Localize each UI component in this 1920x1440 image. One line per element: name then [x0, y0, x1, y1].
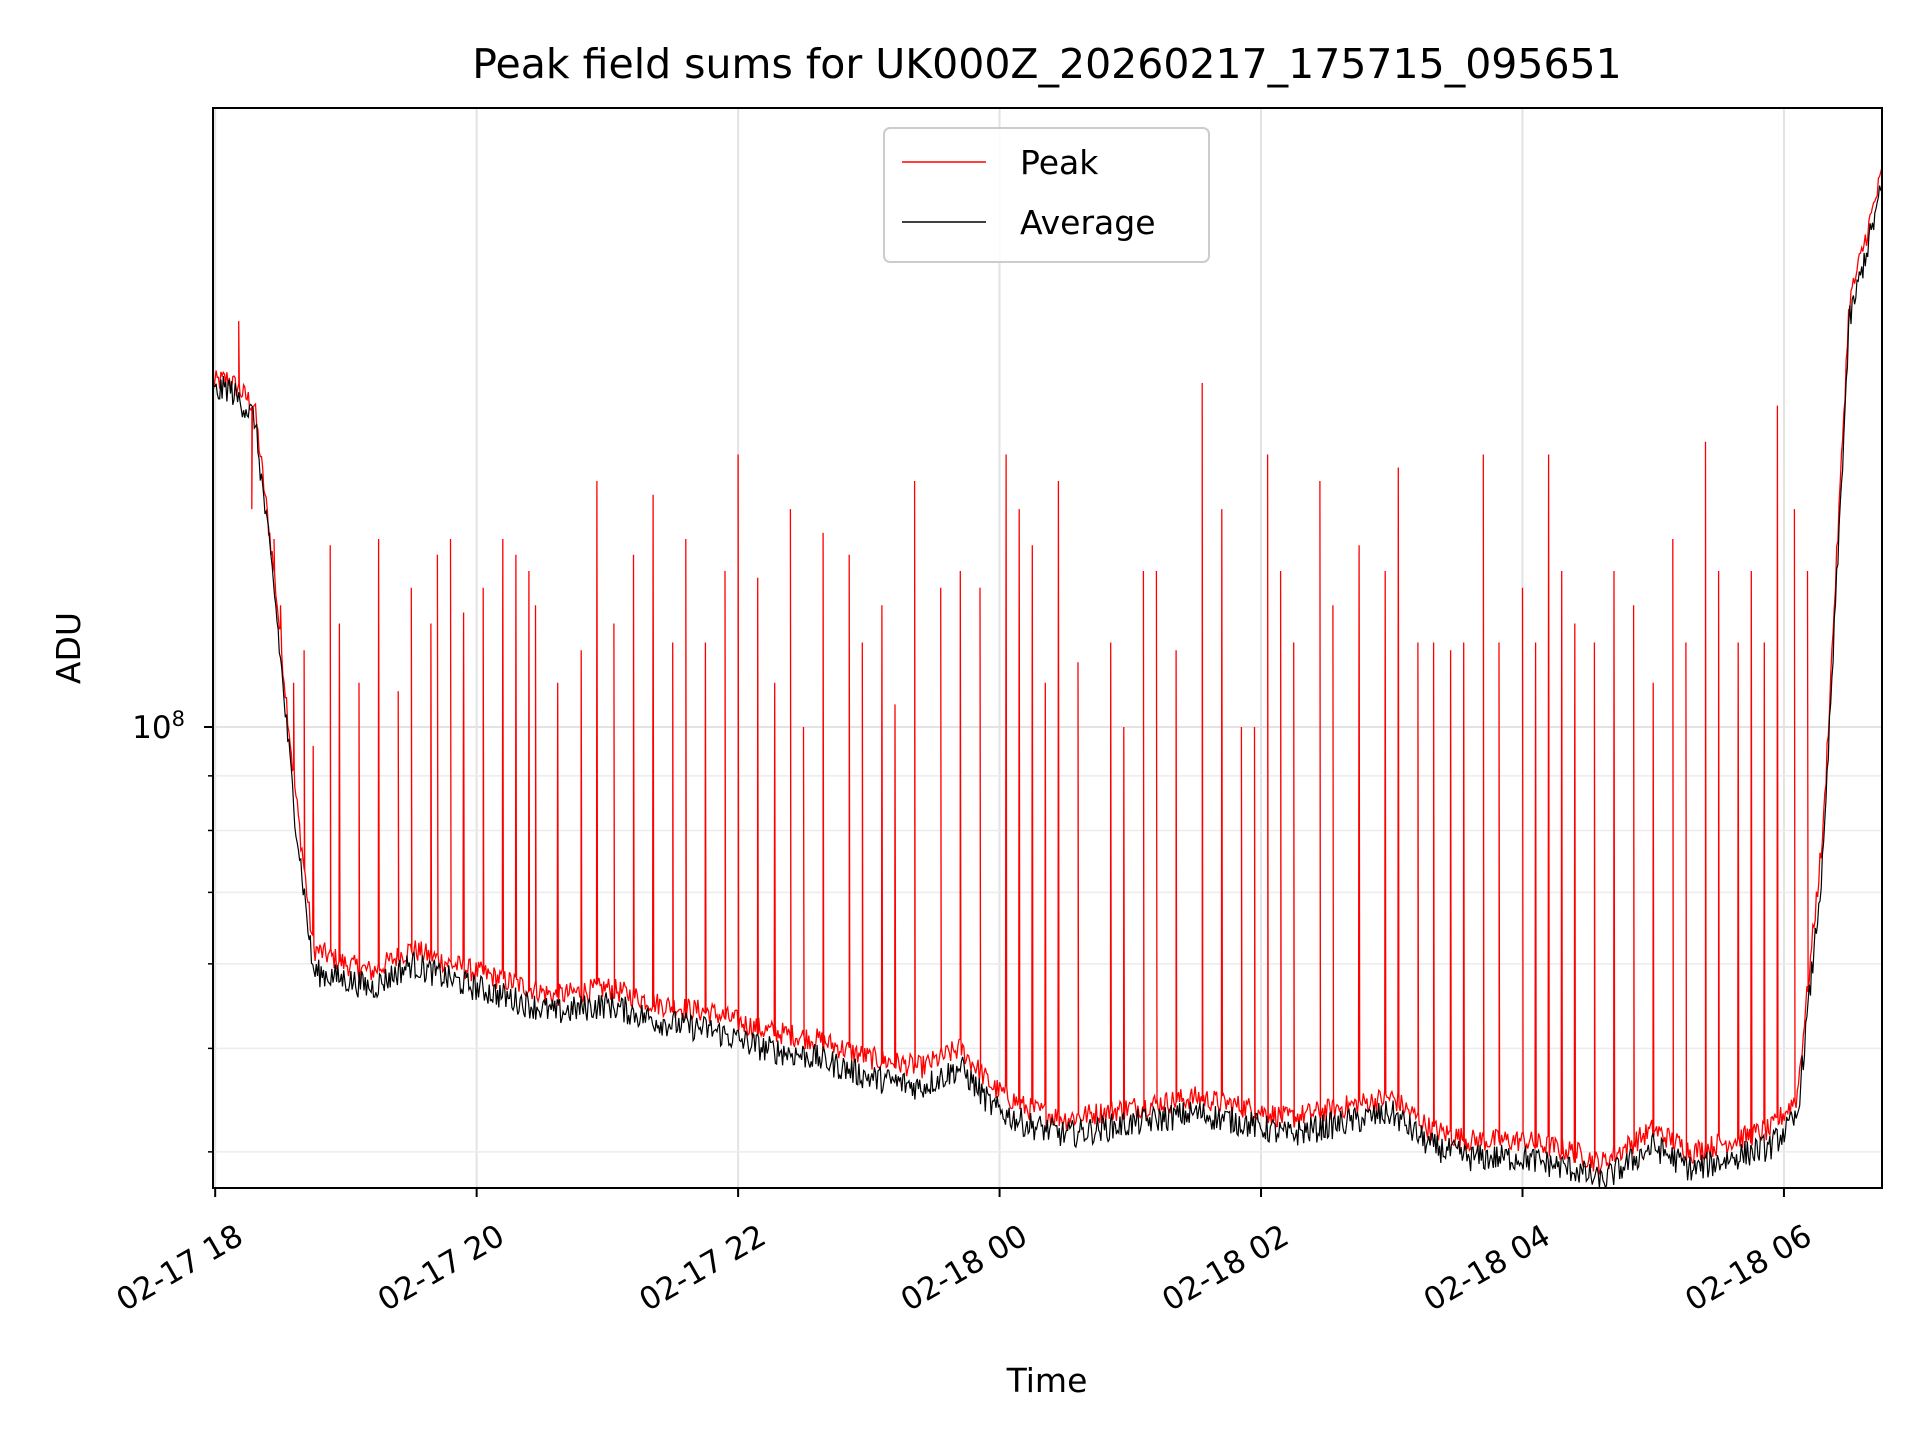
legend: Peak Average	[883, 127, 1210, 263]
y-tick-base: 10	[132, 710, 171, 746]
series-peak-line	[211, 166, 1883, 1175]
legend-peak-label: Peak	[1020, 143, 1099, 182]
y-tick-label-1e8: 108	[132, 707, 185, 746]
y-tick-exponent: 8	[172, 707, 185, 731]
plot-background	[213, 108, 1882, 1188]
y-axis-label: ADU	[49, 612, 88, 684]
legend-average-label: Average	[1020, 203, 1156, 242]
plot-frame	[212, 107, 1883, 1189]
chart-title: Peak field sums for UK000Z_20260217_1757…	[472, 40, 1621, 88]
x-axis-label: Time	[1006, 1361, 1088, 1400]
y-axis: 108	[132, 707, 213, 1153]
series-average-line	[212, 185, 1883, 1190]
plot-area	[211, 107, 1883, 1190]
series-layer	[211, 166, 1883, 1190]
grid-lines	[213, 108, 1882, 1188]
